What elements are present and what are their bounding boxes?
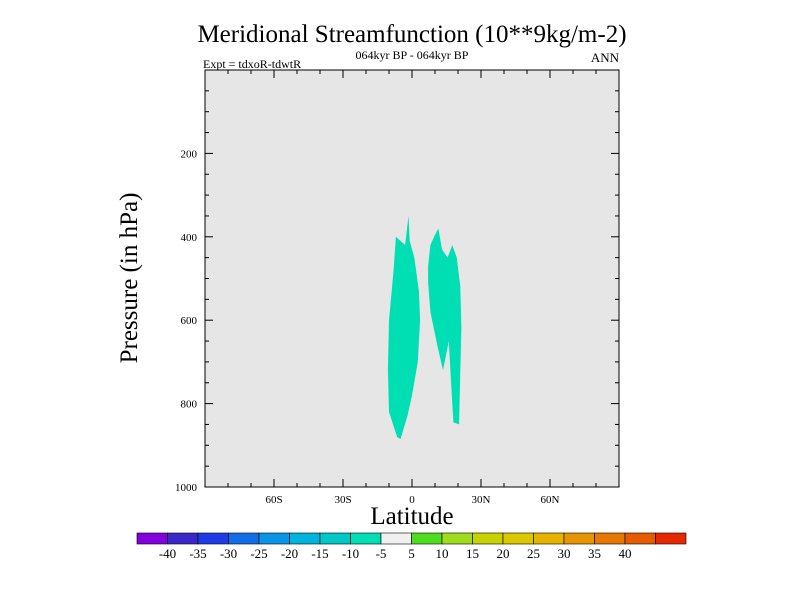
colorbar-swatch: [319, 532, 351, 545]
colorbar-swatch: [472, 532, 504, 545]
colorbar-label: 15: [466, 546, 479, 561]
y-axis-label: Pressure (in hPa): [116, 193, 143, 364]
x-tick-label: 60N: [541, 494, 560, 506]
colorbar-swatch: [624, 532, 656, 545]
colorbar-swatch: [594, 532, 626, 545]
colorbar-swatch: [563, 532, 595, 545]
x-tick-label: 30N: [472, 494, 491, 506]
y-tick-label: 600: [181, 315, 198, 327]
colorbar-label: -5: [376, 546, 387, 561]
colorbar-swatch: [167, 532, 199, 545]
x-tick-label: 30S: [334, 494, 351, 506]
colorbar-swatch: [228, 532, 260, 545]
colorbar-label: -30: [220, 546, 237, 561]
y-tick-label: 800: [181, 399, 198, 411]
colorbar-label: -20: [281, 546, 298, 561]
subtitle-experiment: Expt = tdxoR-tdwtR: [203, 57, 301, 71]
colorbar-label: -35: [189, 546, 206, 561]
subtitle-period: 064kyr BP - 064kyr BP: [356, 48, 469, 62]
subtitle-season: ANN: [591, 50, 620, 65]
axis-ticks: [205, 70, 619, 487]
x-tick-label: 60S: [265, 494, 282, 506]
colorbar-label: -25: [250, 546, 267, 561]
x-tick-label: 0: [409, 494, 415, 506]
contour-region-1: [387, 215, 421, 439]
colorbar-swatch: [441, 532, 473, 545]
colorbar-label: 35: [588, 546, 601, 561]
colorbar-swatch: [533, 532, 565, 545]
colorbar-label: 10: [436, 546, 449, 561]
y-tick-label: 200: [181, 148, 198, 160]
colorbar-label: 5: [408, 546, 415, 561]
y-tick-label: 400: [181, 232, 198, 244]
colorbar: [136, 532, 687, 545]
colorbar-swatch: [411, 532, 443, 545]
contour-region-2: [428, 228, 462, 425]
colorbar-swatch: [289, 532, 321, 545]
colorbar-swatch: [258, 532, 290, 545]
colorbar-label: 40: [619, 546, 632, 561]
colorbar-label: -40: [159, 546, 176, 561]
colorbar-label: 25: [527, 546, 540, 561]
colorbar-swatch: [380, 532, 412, 545]
y-tick-label: 1000: [175, 482, 198, 494]
colorbar-swatch: [350, 532, 382, 545]
x-axis-label: Latitude: [370, 503, 453, 530]
contour-regions: [387, 215, 462, 439]
chart-title: Meridional Streamfunction (10**9kg/m-2): [197, 21, 626, 48]
colorbar-swatch: [136, 532, 168, 545]
colorbar-label: -10: [342, 546, 359, 561]
colorbar-labels: -40 -35 -30 -25 -20 -15 -10 -5 5 10 15 20 25 30 35 40: [159, 546, 632, 561]
colorbar-label: -15: [311, 546, 328, 561]
colorbar-label: 30: [558, 546, 571, 561]
colorbar-label: 20: [497, 546, 510, 561]
axis-tick-labels: 60S 30S 0 30N 60N 200 400 600 800 1000: [175, 148, 560, 506]
colorbar-swatch: [502, 532, 534, 545]
colorbar-swatch: [655, 532, 687, 545]
colorbar-swatch: [197, 532, 229, 545]
